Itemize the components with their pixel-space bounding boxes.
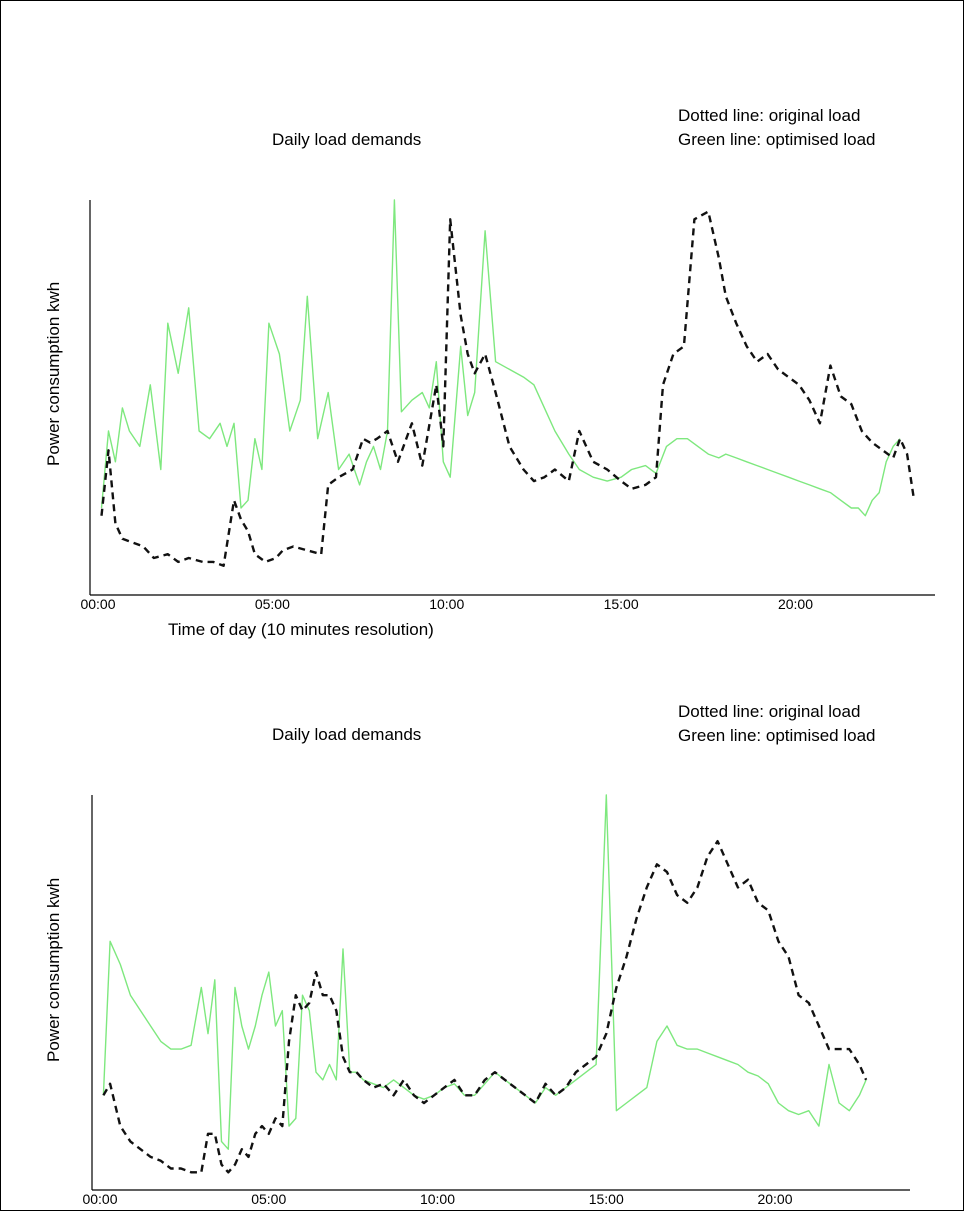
legend-optimised: Green line: optimised load: [678, 130, 876, 149]
series-line-original: [102, 840, 868, 1174]
x-axis-label: Time of day (10 minutes resolution): [168, 620, 434, 639]
x-tick-label: 05:00: [255, 596, 290, 612]
legend-original: Dotted line: original load: [678, 106, 861, 125]
legend-optimised: Green line: optimised load: [678, 726, 876, 745]
series-line-optimised: [100, 199, 901, 517]
x-tick-label: 15:00: [604, 596, 639, 612]
series-line-original: [100, 210, 916, 567]
x-tick-label: 05:00: [251, 1191, 286, 1207]
chart-panel-top: Daily load demands Dotted line: original…: [44, 104, 935, 639]
chart-legend: Dotted line: original load Green line: o…: [678, 700, 876, 748]
chart-plot-top: 00:00 05:00 10:00 15:00 20:00: [80, 199, 935, 612]
x-tick-label: 00:00: [82, 1191, 117, 1207]
x-tick-label: 20:00: [757, 1191, 792, 1207]
series-line-optimised: [102, 794, 867, 1150]
chart-title: Daily load demands: [272, 130, 422, 149]
chart-title: Daily load demands: [272, 725, 422, 744]
x-tick-label: 00:00: [80, 596, 115, 612]
legend-original: Dotted line: original load: [678, 702, 861, 721]
x-tick-label: 20:00: [778, 596, 813, 612]
chart-legend: Dotted line: original load Green line: o…: [678, 104, 876, 152]
x-tick-label: 10:00: [420, 1191, 455, 1207]
x-tick-label: 10:00: [429, 596, 464, 612]
x-tick-label: 15:00: [589, 1191, 624, 1207]
